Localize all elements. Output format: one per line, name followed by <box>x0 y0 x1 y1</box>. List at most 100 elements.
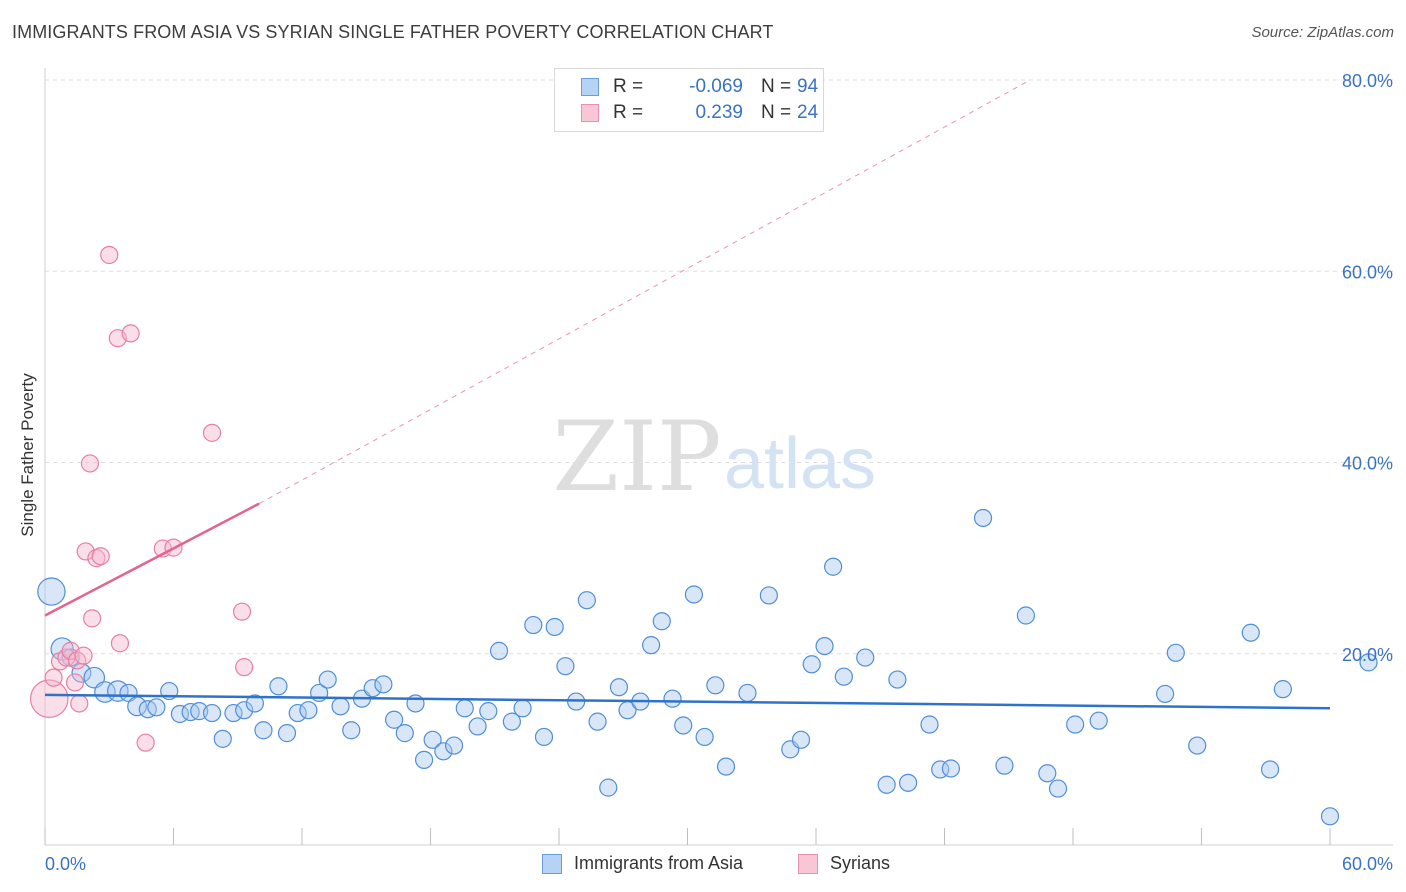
scatter-point <box>65 673 85 692</box>
scatter-point <box>545 617 564 637</box>
scatter-point <box>941 759 961 778</box>
scatter-point <box>29 679 69 718</box>
scatter-point <box>213 729 232 748</box>
scatter-point <box>235 658 254 677</box>
scatter-point <box>824 557 843 576</box>
scatter-point <box>1188 736 1207 755</box>
scatter-point <box>342 721 361 740</box>
scatter-point <box>1260 760 1280 779</box>
legend-n-value: 24 <box>797 102 819 123</box>
scatter-point <box>331 697 350 716</box>
scatter-point <box>856 648 875 667</box>
scatter-point <box>588 712 607 731</box>
scatter-point <box>468 717 487 736</box>
scatter-point <box>1089 711 1108 730</box>
scatter-point <box>136 733 155 752</box>
watermark-atlas: atlas <box>724 424 876 504</box>
scatter-point <box>556 657 575 676</box>
legend-r-label: R = <box>613 102 644 123</box>
scatter-point <box>1273 680 1292 699</box>
scatter-point <box>534 727 554 747</box>
scatter-point <box>100 245 119 265</box>
scatter-point <box>489 641 509 660</box>
scatter-point <box>235 701 254 720</box>
scatter-point <box>121 324 140 343</box>
scatter-point <box>83 666 106 689</box>
legend-r-value: -0.069 <box>689 76 743 97</box>
scatter-point <box>414 750 434 769</box>
x-tick-label-max: 60.0% <box>1342 854 1393 874</box>
scatter-point <box>599 778 618 797</box>
watermark: ZIP atlas <box>552 401 876 513</box>
scatter-point <box>815 636 834 656</box>
y-tick-label: 80.0% <box>1342 71 1393 91</box>
scatter-point <box>374 675 393 694</box>
watermark-zip: ZIP <box>552 401 721 513</box>
scatter-point <box>802 655 821 674</box>
scatter-point <box>202 423 222 442</box>
scatter-point <box>444 736 464 755</box>
tick-labels: 20.0% 40.0% 60.0% 80.0% 0.0% 60.0% <box>45 71 1393 874</box>
scatter-point <box>1066 715 1085 734</box>
scatter-point <box>513 699 532 718</box>
scatter-point <box>1166 643 1185 662</box>
scatter-point <box>577 591 596 610</box>
scatter-point <box>1241 623 1260 642</box>
scatter-point <box>674 716 693 735</box>
legend-swatch-blue <box>581 78 599 96</box>
scatter-point <box>1048 779 1068 798</box>
data-points <box>29 245 1378 826</box>
chart-title: IMMIGRANTS FROM ASIA VS SYRIAN SINGLE FA… <box>12 22 774 42</box>
scatter-point <box>395 724 414 743</box>
scatter-point <box>245 694 264 713</box>
scatter-point <box>299 701 318 720</box>
scatter-point <box>110 634 130 653</box>
scatter-point <box>502 712 521 731</box>
gridlines <box>45 79 1393 655</box>
scatter-point <box>44 668 63 687</box>
scatter-point <box>888 670 907 689</box>
scatter-point <box>479 702 498 721</box>
scatter-point <box>277 724 297 743</box>
y-tick-label: 20.0% <box>1342 645 1393 665</box>
scatter-point <box>684 585 704 604</box>
trend-lines <box>44 79 1331 710</box>
legend-swatch-pink <box>798 854 818 874</box>
scatter-point <box>995 756 1014 775</box>
trend-line-pink <box>44 502 260 617</box>
legend-label: Syrians <box>830 853 891 873</box>
scatter-point <box>706 676 725 695</box>
series-pink-points <box>29 245 254 752</box>
legend-r-label: R = <box>613 76 644 97</box>
scatter-point <box>318 670 337 689</box>
scatter-point <box>1038 764 1057 783</box>
y-tick-label: 40.0% <box>1342 454 1393 474</box>
scatter-point <box>91 547 110 566</box>
scatter-point <box>80 454 100 473</box>
scatter-point <box>759 586 778 605</box>
legend-swatch-blue <box>542 854 562 874</box>
scatter-point <box>202 703 222 723</box>
legend-swatch-pink <box>581 104 599 122</box>
scatter-point <box>973 508 993 528</box>
scatter-point <box>147 698 166 717</box>
scatter-point <box>37 577 66 606</box>
scatter-point <box>834 667 853 686</box>
scatter-point <box>232 602 252 621</box>
scatter-point <box>224 703 243 723</box>
scatter-point <box>254 721 273 740</box>
trend-line-blue <box>44 693 1331 710</box>
scatter-point <box>363 679 382 698</box>
scatter-point <box>1155 684 1175 704</box>
y-tick-label: 60.0% <box>1342 262 1393 282</box>
legend-label: Immigrants from Asia <box>574 853 744 873</box>
scatter-point <box>384 710 404 729</box>
legend-n-label: N = <box>761 102 792 123</box>
scatter-point <box>898 773 918 792</box>
scatter-point <box>716 757 736 776</box>
legend-r-value: 0.239 <box>695 102 743 123</box>
scatter-point <box>652 612 671 631</box>
axes <box>44 68 1393 846</box>
scatter-point <box>663 689 682 708</box>
scatter-point <box>70 694 89 713</box>
